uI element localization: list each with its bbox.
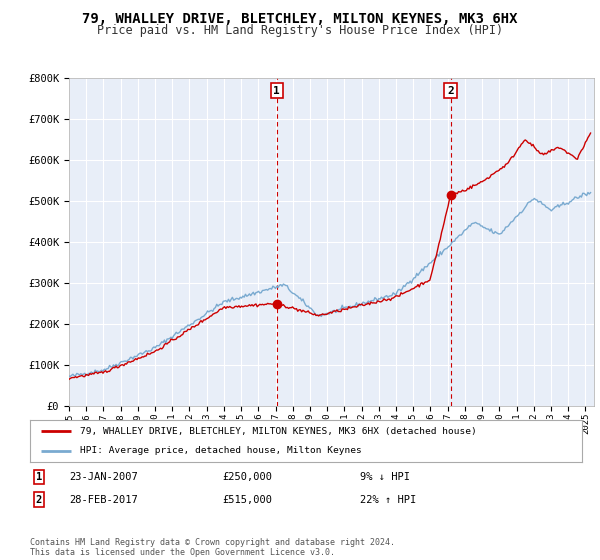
Text: 2: 2 xyxy=(447,86,454,96)
Text: Contains HM Land Registry data © Crown copyright and database right 2024.
This d: Contains HM Land Registry data © Crown c… xyxy=(30,538,395,557)
Text: 79, WHALLEY DRIVE, BLETCHLEY, MILTON KEYNES, MK3 6HX (detached house): 79, WHALLEY DRIVE, BLETCHLEY, MILTON KEY… xyxy=(80,427,476,436)
Text: HPI: Average price, detached house, Milton Keynes: HPI: Average price, detached house, Milt… xyxy=(80,446,361,455)
Text: £250,000: £250,000 xyxy=(222,472,272,482)
Text: 1: 1 xyxy=(274,86,280,96)
Text: 9% ↓ HPI: 9% ↓ HPI xyxy=(360,472,410,482)
Text: £515,000: £515,000 xyxy=(222,494,272,505)
Text: 2: 2 xyxy=(36,494,42,505)
Text: 79, WHALLEY DRIVE, BLETCHLEY, MILTON KEYNES, MK3 6HX: 79, WHALLEY DRIVE, BLETCHLEY, MILTON KEY… xyxy=(82,12,518,26)
Text: 28-FEB-2017: 28-FEB-2017 xyxy=(69,494,138,505)
Text: Price paid vs. HM Land Registry's House Price Index (HPI): Price paid vs. HM Land Registry's House … xyxy=(97,24,503,36)
Text: 22% ↑ HPI: 22% ↑ HPI xyxy=(360,494,416,505)
Text: 23-JAN-2007: 23-JAN-2007 xyxy=(69,472,138,482)
Text: 1: 1 xyxy=(36,472,42,482)
